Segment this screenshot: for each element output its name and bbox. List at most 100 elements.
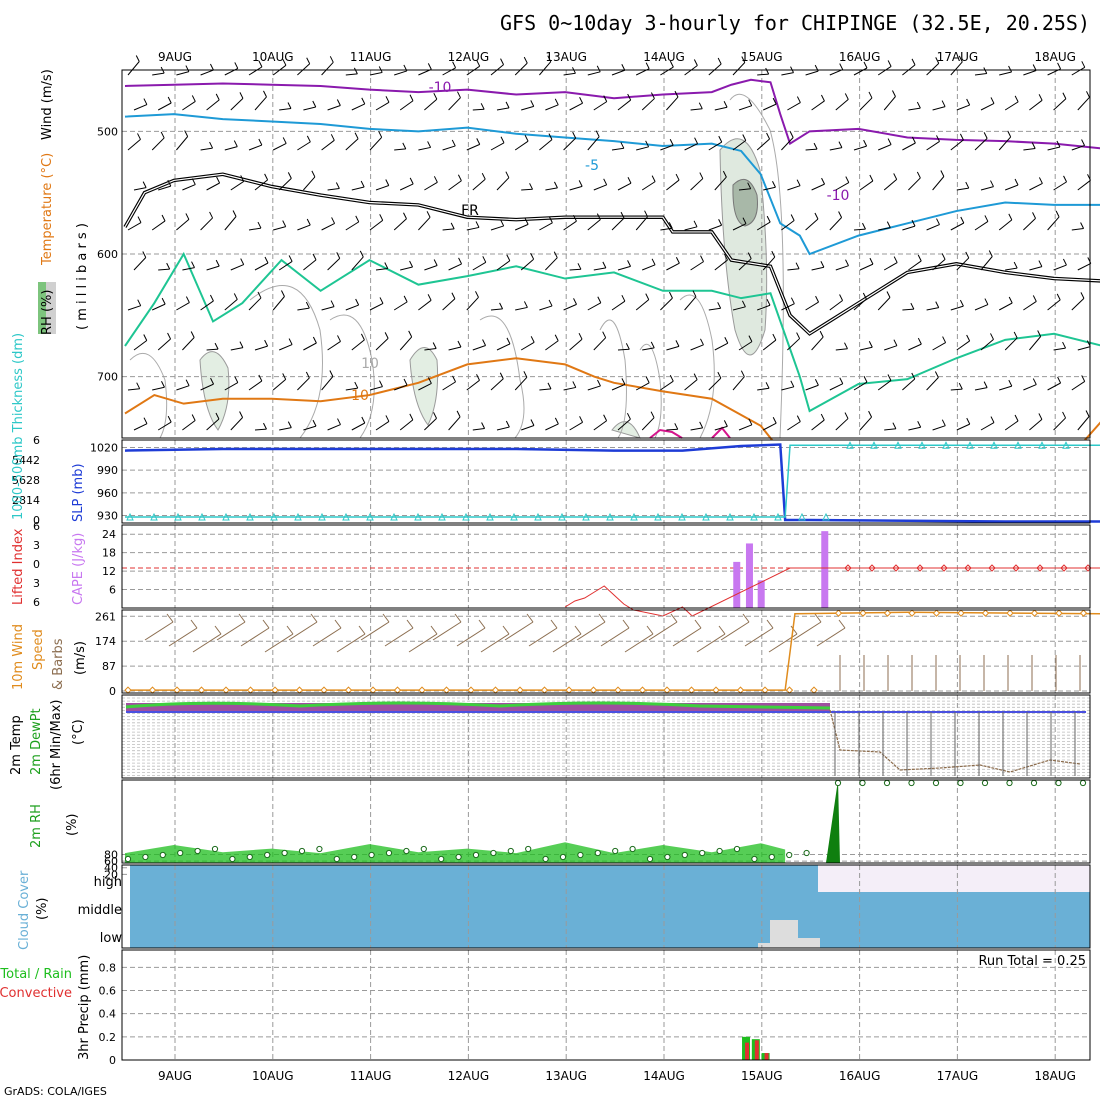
wind-barb xyxy=(496,177,510,191)
wind-barb xyxy=(908,260,922,271)
wind-barb xyxy=(926,140,940,151)
wind-barb-flag xyxy=(645,62,650,69)
ylabel-lifted-index: Lifted Index xyxy=(11,528,26,605)
thickness-marker xyxy=(174,512,182,521)
li-marker xyxy=(868,564,876,572)
surface-wind-barb-flag xyxy=(838,619,846,629)
wind-barb-flag xyxy=(668,222,673,229)
wind-barb xyxy=(424,417,437,431)
wind-barb xyxy=(520,341,535,351)
wind-barb xyxy=(805,148,818,151)
rh-contour xyxy=(129,352,168,439)
wind-barb-flag xyxy=(844,412,849,419)
wind-barb-flag xyxy=(457,91,461,98)
wind-barb xyxy=(708,307,721,311)
wind-barb xyxy=(950,305,964,311)
wind-barb xyxy=(448,263,462,271)
wind-barb-flag xyxy=(887,374,892,381)
wind-speed-marker xyxy=(418,686,426,694)
ylabel-10m-wind: 10m Wind xyxy=(11,624,26,690)
wind-barb-flag xyxy=(481,172,486,180)
wind-barb-flag xyxy=(916,101,921,109)
wind-barb-flag xyxy=(232,210,237,217)
ylabel-rh: RH (%) xyxy=(40,290,55,335)
rh-contour xyxy=(249,284,323,439)
rh-tick: 80 xyxy=(104,848,118,861)
wind-barb xyxy=(297,224,311,231)
wind-barb-flag xyxy=(523,371,528,378)
wind-barb-flag xyxy=(191,178,196,185)
wind-barb xyxy=(327,424,341,431)
wind-barb-flag xyxy=(940,170,945,177)
li-marker xyxy=(964,564,972,572)
thickness-marker xyxy=(798,512,806,521)
wind-barb xyxy=(1077,263,1092,271)
wind-barb xyxy=(587,136,600,151)
rh-marker xyxy=(908,779,915,787)
wind-barb xyxy=(781,386,794,391)
wind-barb-flag xyxy=(475,221,480,228)
wind-barb xyxy=(351,422,366,431)
wind-barb-flag xyxy=(577,263,582,270)
date-label-top: 9AUG xyxy=(158,50,192,64)
surface-wind-barb xyxy=(480,633,510,653)
wind-barb xyxy=(690,427,703,431)
wind-barb-flag xyxy=(765,382,770,389)
wind-barb-flag xyxy=(911,372,916,380)
wind-barb xyxy=(956,187,969,191)
wind-barb xyxy=(151,220,166,231)
wind-barb-flag xyxy=(917,337,922,345)
surface-wind-barb-flag xyxy=(790,625,798,635)
li-tick: 6 xyxy=(33,596,40,609)
wind-barb xyxy=(950,61,963,76)
wind-barb-flag xyxy=(233,293,238,300)
wind-barb-flag xyxy=(626,412,631,420)
surface-wind-barb-flag xyxy=(574,625,582,635)
wind-barb xyxy=(617,348,630,351)
wind-barb-flag xyxy=(306,218,311,226)
wind-barb xyxy=(273,226,286,231)
wind-barb xyxy=(708,224,722,231)
wind-barb xyxy=(157,338,171,351)
wind-barb-flag xyxy=(916,171,921,179)
wind-barb xyxy=(593,267,606,271)
rh-area xyxy=(125,842,786,863)
wind-barb xyxy=(224,146,238,151)
wind-barb xyxy=(369,303,384,311)
wind-barb xyxy=(999,385,1012,391)
date-label-top: 18AUG xyxy=(1034,50,1076,64)
rh-marker xyxy=(803,849,810,857)
wind-barb xyxy=(200,217,213,231)
wind-barb-flag xyxy=(1038,177,1043,184)
pressure-tick: 700 xyxy=(97,371,118,384)
thickness-marker xyxy=(246,512,254,521)
wind-barb-flag xyxy=(306,57,311,64)
surface-wind-barb-flag xyxy=(646,625,654,635)
wind-barb-flag xyxy=(1057,376,1062,384)
wind-barb-flag xyxy=(409,177,414,185)
wind-barb-flag xyxy=(990,97,995,104)
rh-marker xyxy=(124,855,132,863)
thickness-marker xyxy=(1038,441,1046,449)
surface-wind-barb-flag xyxy=(190,619,198,629)
wind-barb-flag xyxy=(143,417,148,424)
wind-barb xyxy=(956,423,970,431)
wind-barb-flag xyxy=(572,381,577,388)
wind-barb xyxy=(182,184,196,191)
date-label-top: 16AUG xyxy=(839,50,881,64)
wind-barb xyxy=(926,224,940,231)
wind-barb xyxy=(176,136,189,151)
wind-barb xyxy=(418,383,432,391)
wind-barb xyxy=(224,216,237,231)
wind-barb-flag xyxy=(1062,92,1067,99)
wind-barb-flag xyxy=(506,254,511,261)
wind-barb-flag xyxy=(1085,410,1090,417)
wind-barb xyxy=(230,347,244,351)
wind-barb xyxy=(496,107,510,111)
surface-wind-barb xyxy=(360,621,390,641)
wind-barb xyxy=(926,377,939,391)
rh-marker xyxy=(957,779,964,787)
wind-barb xyxy=(1029,266,1043,271)
wind-barb xyxy=(666,428,678,431)
wind-barb-flag xyxy=(984,298,989,305)
